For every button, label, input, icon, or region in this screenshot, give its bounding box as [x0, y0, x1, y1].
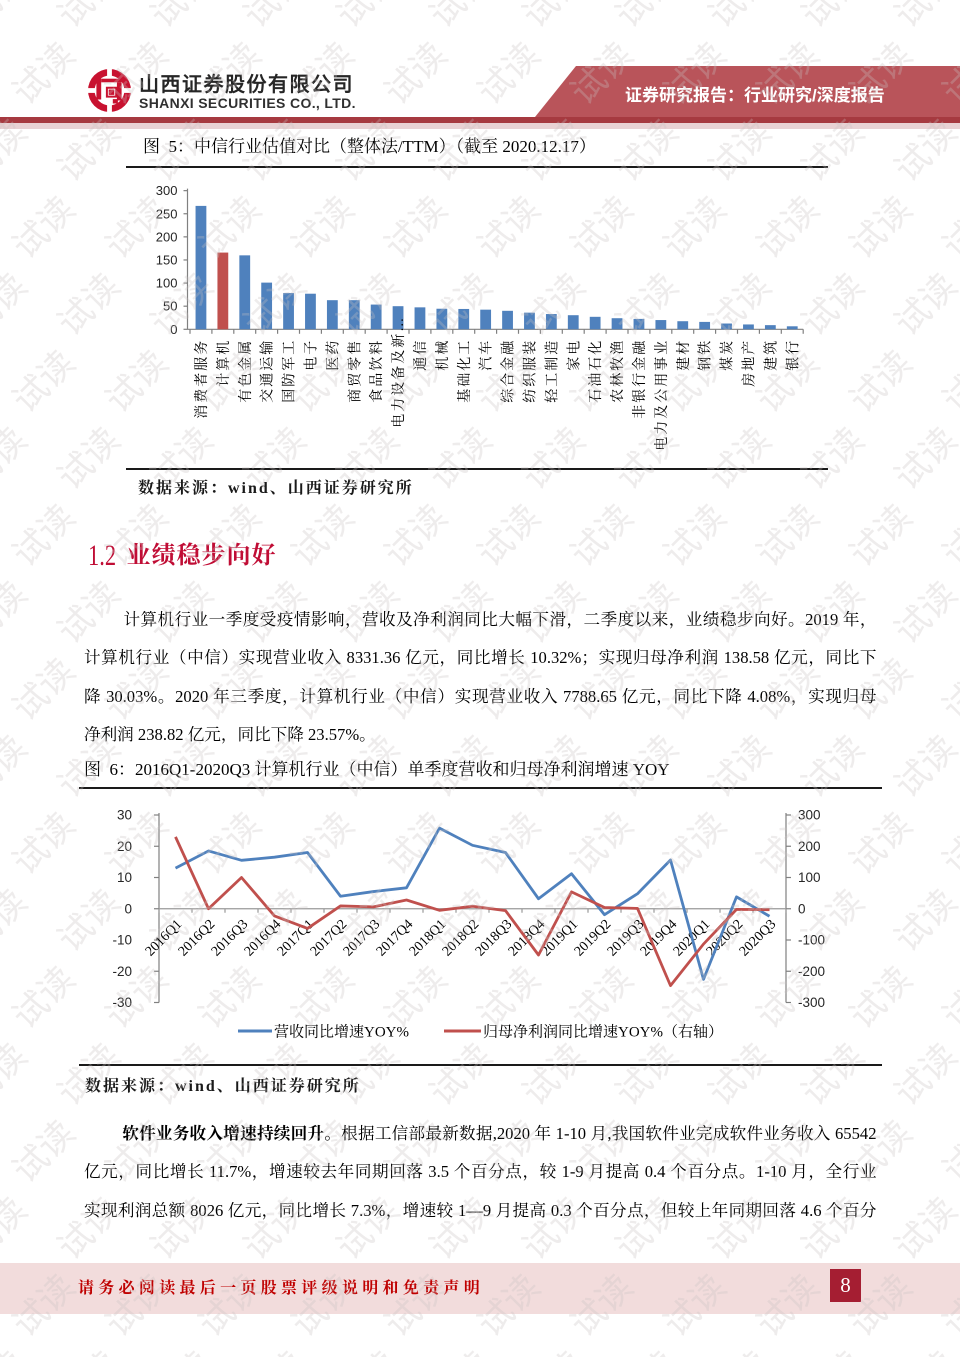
svg-text:通信: 通信: [413, 339, 429, 371]
svg-text:国防军工: 国防军工: [282, 339, 298, 403]
svg-text:2020Q3: 2020Q3: [737, 917, 780, 960]
svg-text:农林牧渔: 农林牧渔: [609, 339, 626, 403]
svg-text:医药: 医药: [325, 339, 341, 371]
svg-text:建材: 建材: [675, 339, 692, 371]
svg-text:100: 100: [798, 870, 821, 885]
svg-text:0: 0: [798, 901, 806, 916]
svg-text:0: 0: [124, 901, 132, 916]
svg-text:100: 100: [156, 276, 178, 291]
svg-text:0: 0: [170, 322, 177, 337]
svg-text:归母净利润同比增速YOY%（右轴）: 归母净利润同比增速YOY%（右轴）: [483, 1023, 723, 1041]
svg-text:150: 150: [156, 252, 178, 267]
svg-text:10: 10: [117, 870, 132, 885]
svg-text:银行: 银行: [785, 339, 801, 371]
svg-text:300: 300: [156, 183, 178, 198]
svg-text:房地产: 房地产: [740, 339, 757, 387]
svg-text:计算机: 计算机: [215, 339, 232, 387]
svg-text:纺织服装: 纺织服装: [521, 339, 538, 403]
svg-text:300: 300: [798, 808, 821, 823]
svg-text:-30: -30: [112, 995, 132, 1010]
svg-text:石油石化: 石油石化: [587, 339, 604, 403]
svg-text:有色金属: 有色金属: [238, 339, 254, 403]
svg-text:250: 250: [156, 206, 178, 221]
svg-text:50: 50: [163, 299, 177, 314]
svg-text:交通运输: 交通运输: [260, 339, 276, 403]
svg-text:-200: -200: [798, 964, 825, 979]
svg-text:电力设备及新…: 电力设备及新…: [390, 316, 407, 428]
svg-text:电力及公用事业: 电力及公用事业: [653, 339, 670, 451]
svg-text:200: 200: [156, 229, 178, 244]
svg-text:机械: 机械: [434, 339, 451, 371]
svg-text:消费者服务: 消费者服务: [193, 339, 210, 419]
svg-text:30: 30: [117, 808, 132, 823]
svg-text:营收同比增速YOY%: 营收同比增速YOY%: [274, 1023, 409, 1041]
svg-text:汽车: 汽车: [479, 339, 495, 371]
svg-text:食品饮料: 食品饮料: [369, 339, 385, 403]
svg-text:-100: -100: [798, 933, 825, 948]
svg-text:综合金融: 综合金融: [501, 339, 517, 403]
svg-text:商贸零售: 商贸零售: [346, 339, 363, 403]
svg-text:-10: -10: [112, 933, 132, 948]
svg-text:20: 20: [117, 839, 132, 854]
svg-text:200: 200: [798, 839, 821, 854]
svg-text:轻工制造: 轻工制造: [543, 339, 560, 403]
svg-text:建筑: 建筑: [762, 339, 779, 371]
svg-text:-300: -300: [798, 995, 825, 1010]
svg-text:家电: 家电: [565, 339, 582, 371]
svg-text:-20: -20: [112, 964, 132, 979]
svg-text:基础化工: 基础化工: [456, 339, 473, 403]
svg-text:钢铁: 钢铁: [697, 339, 714, 371]
svg-text:非银行金融: 非银行金融: [632, 339, 648, 419]
svg-text:煤炭: 煤炭: [719, 339, 736, 371]
svg-text:电子: 电子: [302, 339, 319, 371]
